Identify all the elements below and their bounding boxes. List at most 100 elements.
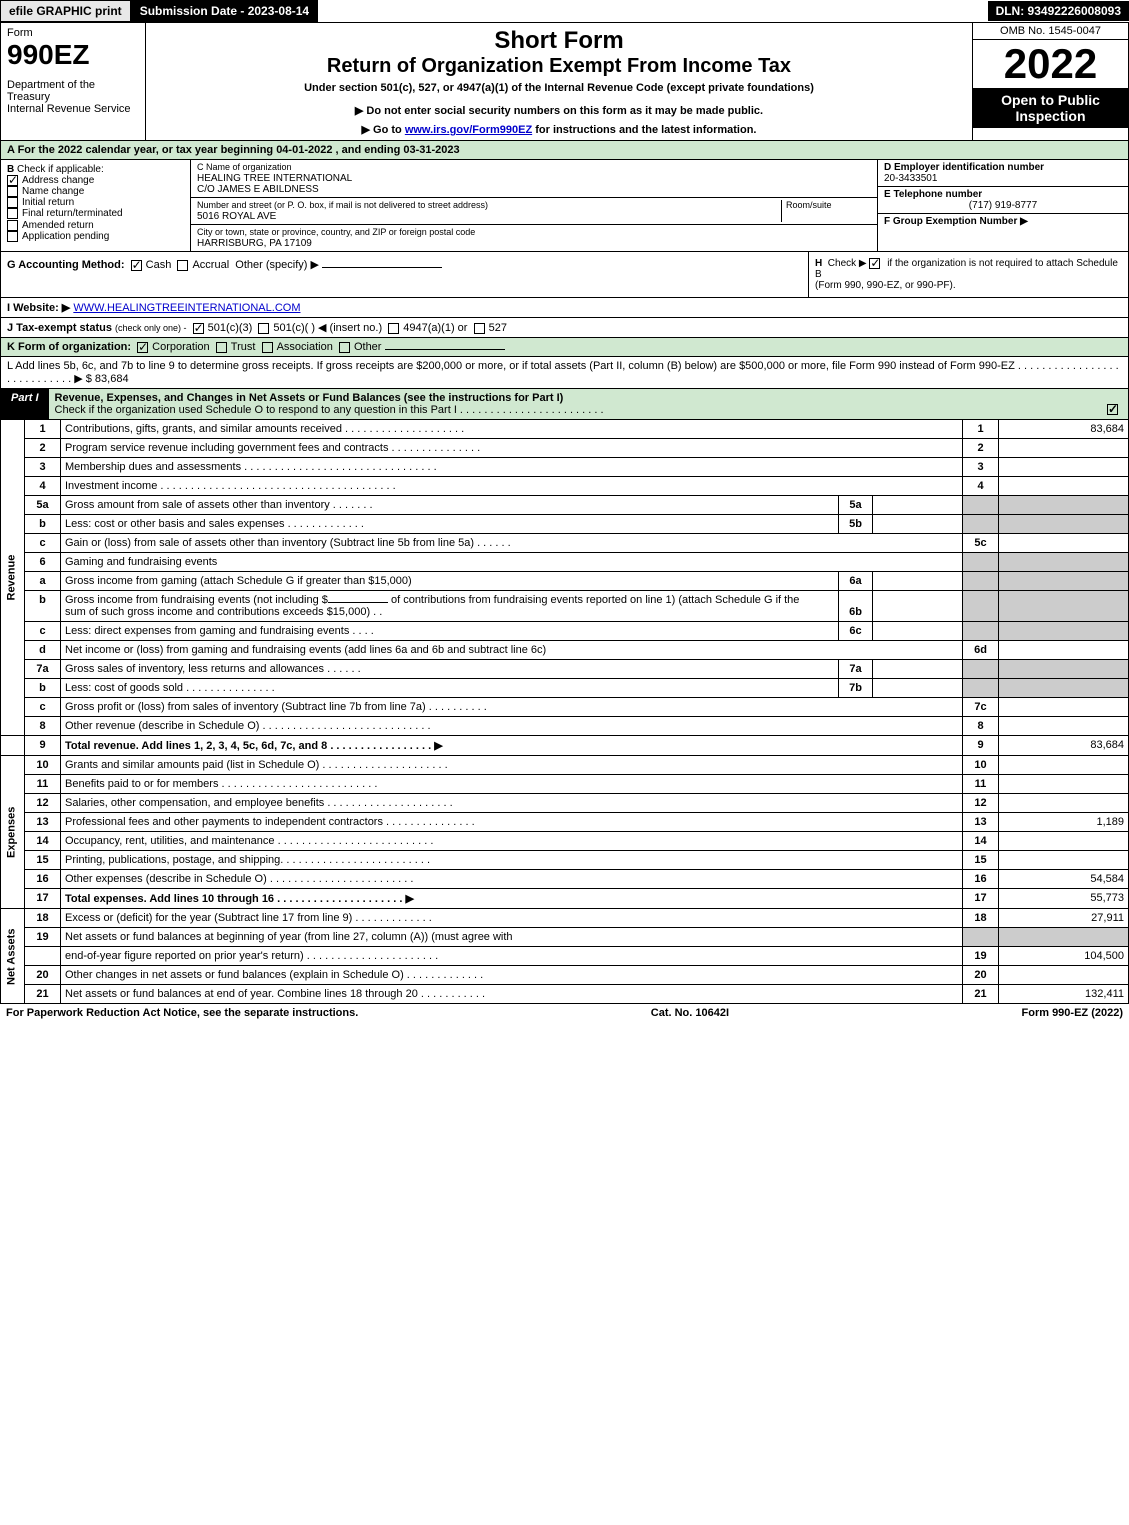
line-8: 8Other revenue (describe in Schedule O) … [1, 717, 1129, 736]
l12-box: 12 [963, 794, 999, 813]
top-bar: efile GRAPHIC print Submission Date - 20… [0, 0, 1129, 22]
line-7c: cGross profit or (loss) from sales of in… [1, 698, 1129, 717]
l6b-input[interactable] [328, 602, 388, 603]
opt-corporation: Corporation [152, 341, 209, 353]
checkbox-corporation[interactable] [137, 342, 148, 353]
l19-amt: 104,500 [999, 947, 1129, 966]
l18-desc: Excess or (deficit) for the year (Subtra… [61, 909, 963, 928]
checkbox-address-change[interactable] [7, 175, 18, 186]
opt-accrual: Accrual [192, 259, 229, 271]
efile-button[interactable]: efile GRAPHIC print [0, 0, 131, 22]
line-1: Revenue 1 Contributions, gifts, grants, … [1, 420, 1129, 439]
c-name-label: C Name of organization [197, 162, 292, 172]
other-input[interactable] [322, 267, 442, 268]
irs-link[interactable]: www.irs.gov/Form990EZ [405, 124, 532, 136]
checkbox-4947[interactable] [388, 323, 399, 334]
l6a-desc: Gross income from gaming (attach Schedul… [61, 572, 839, 591]
checkbox-h[interactable] [869, 258, 880, 269]
l6b-miniamt [873, 591, 963, 622]
checkbox-association[interactable] [262, 342, 273, 353]
checkbox-other-org[interactable] [339, 342, 350, 353]
vside-revenue: Revenue [1, 420, 25, 736]
opt-501c3: 501(c)(3) [208, 322, 253, 334]
checkbox-application-pending[interactable] [7, 231, 18, 242]
l13-desc: Professional fees and other payments to … [61, 813, 963, 832]
l5a-num: 5a [25, 496, 61, 515]
l19-desc1: Net assets or fund balances at beginning… [61, 928, 963, 947]
l19a-box [963, 928, 999, 947]
line-2: 2Program service revenue including gover… [1, 439, 1129, 458]
org-name-1: HEALING TREE INTERNATIONAL [197, 173, 352, 184]
l4-box: 4 [963, 477, 999, 496]
checkbox-cash[interactable] [131, 260, 142, 271]
h-check-text: Check ▶ [828, 258, 867, 269]
l9-num: 9 [25, 736, 61, 756]
line-14: 14Occupancy, rent, utilities, and mainte… [1, 832, 1129, 851]
l20-desc: Other changes in net assets or fund bala… [61, 966, 963, 985]
l14-desc: Occupancy, rent, utilities, and maintena… [61, 832, 963, 851]
checkbox-accrual[interactable] [177, 260, 188, 271]
l6b-num: b [25, 591, 61, 622]
l14-num: 14 [25, 832, 61, 851]
checkbox-schedule-o[interactable] [1107, 404, 1118, 415]
line-13: 13Professional fees and other payments t… [1, 813, 1129, 832]
h-label: H [815, 258, 822, 269]
l21-amt: 132,411 [999, 985, 1129, 1004]
sections-bcd: B Check if applicable: Address change Na… [0, 160, 1129, 252]
l15-num: 15 [25, 851, 61, 870]
l14-box: 14 [963, 832, 999, 851]
l1-desc: Contributions, gifts, grants, and simila… [61, 420, 963, 439]
l5c-desc: Gain or (loss) from sale of assets other… [61, 534, 963, 553]
l9-box: 9 [963, 736, 999, 756]
tax-year: 2022 [973, 40, 1128, 88]
dln-label: DLN: 93492226008093 [988, 1, 1129, 21]
g-label: G Accounting Method: [7, 259, 125, 271]
checkbox-initial-return[interactable] [7, 197, 18, 208]
title-main: Return of Organization Exempt From Incom… [152, 55, 966, 78]
l7a-miniamt [873, 660, 963, 679]
vside-net-assets: Net Assets [1, 909, 25, 1004]
l5a-mini: 5a [839, 496, 873, 515]
l11-num: 11 [25, 775, 61, 794]
l4-amt [999, 477, 1129, 496]
checkbox-name-change[interactable] [7, 186, 18, 197]
l5c-box: 5c [963, 534, 999, 553]
checkbox-501c3[interactable] [193, 323, 204, 334]
l5a-desc: Gross amount from sale of assets other t… [61, 496, 839, 515]
checkbox-trust[interactable] [216, 342, 227, 353]
l6c-amt [999, 622, 1129, 641]
line-16: 16Other expenses (describe in Schedule O… [1, 870, 1129, 889]
under-section: Under section 501(c), 527, or 4947(a)(1)… [152, 82, 966, 94]
line-5b: bLess: cost or other basis and sales exp… [1, 515, 1129, 534]
section-h: H Check ▶ if the organization is not req… [808, 252, 1128, 297]
other-org-input[interactable] [385, 349, 505, 350]
checkbox-final-return[interactable] [7, 208, 18, 219]
checkbox-amended-return[interactable] [7, 220, 18, 231]
l16-num: 16 [25, 870, 61, 889]
l6b-d1: Gross income from fundraising events (no… [65, 594, 328, 606]
part-1-title: Revenue, Expenses, and Changes in Net As… [49, 389, 1128, 419]
website-link[interactable]: WWW.HEALINGTREEINTERNATIONAL.COM [73, 302, 300, 314]
l17-desc: Total expenses. Add lines 10 through 16 … [61, 889, 963, 909]
line-17: 17Total expenses. Add lines 10 through 1… [1, 889, 1129, 909]
phone-value: (717) 919-8777 [884, 200, 1122, 211]
city-label: City or town, state or province, country… [197, 227, 475, 237]
l7c-box: 7c [963, 698, 999, 717]
j-sub: (check only one) - [115, 323, 187, 333]
l20-box: 20 [963, 966, 999, 985]
opt-association: Association [277, 341, 333, 353]
l4-num: 4 [25, 477, 61, 496]
l6c-desc: Less: direct expenses from gaming and fu… [61, 622, 839, 641]
l17-amt: 55,773 [999, 889, 1129, 909]
l20-num: 20 [25, 966, 61, 985]
l9-amt: 83,684 [999, 736, 1129, 756]
opt-cash: Cash [146, 259, 172, 271]
submission-date-button[interactable]: Submission Date - 2023-08-14 [131, 0, 318, 22]
checkbox-527[interactable] [474, 323, 485, 334]
part-1-label: Part I [1, 389, 49, 419]
line-7b: bLess: cost of goods sold . . . . . . . … [1, 679, 1129, 698]
row-k: K Form of organization: Corporation Trus… [0, 338, 1129, 357]
line-10: Expenses10Grants and similar amounts pai… [1, 756, 1129, 775]
checkbox-501c[interactable] [258, 323, 269, 334]
l5b-amt [999, 515, 1129, 534]
